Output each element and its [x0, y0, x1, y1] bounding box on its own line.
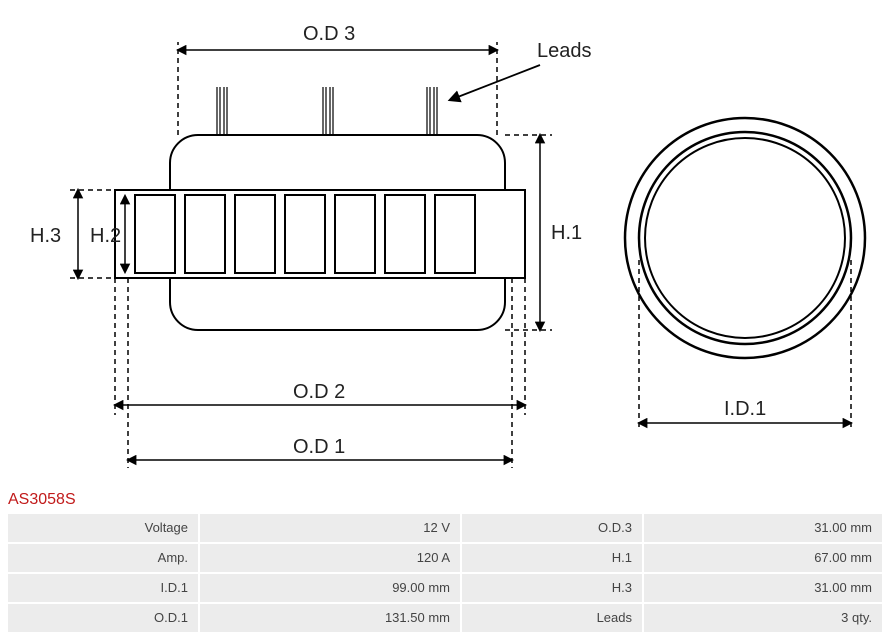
spec-value: 120 A: [200, 544, 460, 572]
part-number-title: AS3058S: [8, 491, 76, 509]
spec-value: 12 V: [200, 514, 460, 542]
technical-diagram: O.D 3 Leads H.1 H.2 H.3 O.D 2 O.D 1 I.D.…: [0, 0, 892, 490]
spec-value: 67.00 mm: [644, 544, 882, 572]
spec-label: O.D.3: [462, 514, 642, 542]
spec-label: I.D.1: [8, 574, 198, 602]
label-id1: I.D.1: [724, 398, 766, 421]
spec-label: Leads: [462, 604, 642, 632]
spec-value: 31.00 mm: [644, 514, 882, 542]
label-od2: O.D 2: [293, 381, 345, 404]
label-h1: H.1: [551, 222, 582, 245]
spec-table: Voltage 12 V O.D.3 31.00 mm Amp. 120 A H…: [8, 514, 882, 632]
label-od1: O.D 1: [293, 436, 345, 459]
spec-value: 131.50 mm: [200, 604, 460, 632]
spec-value: 31.00 mm: [644, 574, 882, 602]
label-h3: H.3: [30, 225, 61, 248]
spec-value: 3 qty.: [644, 604, 882, 632]
spec-label: Voltage: [8, 514, 198, 542]
spec-label: Amp.: [8, 544, 198, 572]
label-od3: O.D 3: [303, 23, 355, 46]
spec-label: O.D.1: [8, 604, 198, 632]
spec-label: H.1: [462, 544, 642, 572]
spec-value: 99.00 mm: [200, 574, 460, 602]
label-h2: H.2: [90, 225, 121, 248]
label-leads: Leads: [537, 40, 592, 63]
spec-label: H.3: [462, 574, 642, 602]
